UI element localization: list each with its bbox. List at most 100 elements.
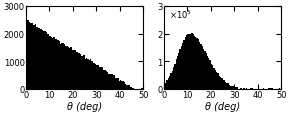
Bar (233, 86, 234, 89)
Bar (113, 75, 115, 89)
Bar (115, 78, 116, 89)
Bar (206, 53, 207, 89)
Bar (84, 56, 85, 89)
Bar (93, 64, 94, 89)
Bar (246, 88, 247, 89)
Bar (169, 76, 170, 89)
Bar (108, 74, 110, 89)
Bar (111, 75, 112, 89)
Bar (60, 44, 61, 89)
Bar (187, 34, 188, 89)
Bar (240, 88, 241, 89)
Bar (32, 25, 34, 89)
Bar (243, 88, 245, 89)
Bar (195, 38, 196, 89)
Bar (141, 88, 142, 89)
Bar (202, 46, 203, 89)
Bar (272, 88, 273, 89)
Bar (222, 80, 224, 89)
Bar (55, 40, 56, 89)
Bar (46, 32, 47, 89)
Bar (97, 66, 98, 89)
Bar (106, 72, 107, 89)
Bar (237, 88, 238, 89)
Bar (204, 52, 206, 89)
Bar (44, 32, 46, 89)
Bar (196, 39, 198, 89)
Bar (180, 50, 181, 89)
Bar (78, 54, 79, 89)
Bar (230, 86, 232, 89)
Bar (81, 56, 82, 89)
Bar (168, 79, 169, 89)
Bar (65, 47, 66, 89)
Bar (228, 84, 229, 89)
Bar (103, 70, 104, 89)
Bar (181, 46, 182, 89)
Bar (208, 59, 209, 89)
Bar (164, 83, 165, 89)
Bar (268, 88, 269, 89)
Bar (191, 34, 193, 89)
Bar (190, 34, 191, 89)
Bar (209, 61, 211, 89)
Bar (94, 64, 95, 89)
Bar (165, 83, 166, 89)
X-axis label: θ (deg): θ (deg) (205, 101, 240, 111)
Bar (229, 85, 230, 89)
Bar (43, 32, 44, 89)
Bar (126, 85, 128, 89)
Bar (56, 39, 57, 89)
Bar (121, 81, 123, 89)
Bar (166, 80, 168, 89)
Bar (188, 34, 190, 89)
Bar (47, 35, 48, 89)
Bar (132, 88, 133, 89)
Bar (263, 88, 264, 89)
Bar (133, 88, 134, 89)
Bar (220, 78, 221, 89)
Bar (170, 74, 172, 89)
Bar (37, 27, 38, 89)
Bar (203, 49, 204, 89)
Bar (200, 45, 202, 89)
Bar (74, 51, 76, 89)
Bar (48, 35, 50, 89)
Bar (29, 22, 30, 89)
Bar (31, 24, 32, 89)
Bar (26, 20, 27, 89)
Bar (102, 68, 103, 89)
Bar (177, 57, 178, 89)
Bar (125, 84, 126, 89)
Bar (178, 53, 180, 89)
Bar (224, 81, 225, 89)
Bar (217, 74, 219, 89)
Bar (172, 71, 173, 89)
Bar (100, 67, 102, 89)
Bar (221, 79, 222, 89)
Bar (107, 72, 108, 89)
Bar (98, 66, 99, 89)
Bar (50, 37, 51, 89)
Bar (104, 70, 106, 89)
Bar (34, 25, 35, 89)
Bar (35, 25, 37, 89)
Bar (215, 71, 216, 89)
Bar (52, 39, 53, 89)
Bar (142, 88, 144, 89)
Bar (39, 28, 40, 89)
Bar (117, 78, 119, 89)
Bar (129, 85, 130, 89)
X-axis label: θ (deg): θ (deg) (67, 101, 102, 111)
Bar (110, 74, 111, 89)
Bar (124, 82, 125, 89)
Bar (59, 41, 60, 89)
Bar (279, 88, 280, 89)
Bar (226, 83, 228, 89)
Bar (51, 37, 52, 89)
Bar (198, 40, 199, 89)
Bar (53, 38, 55, 89)
Bar (95, 64, 97, 89)
Bar (232, 86, 233, 89)
Bar (182, 43, 183, 89)
